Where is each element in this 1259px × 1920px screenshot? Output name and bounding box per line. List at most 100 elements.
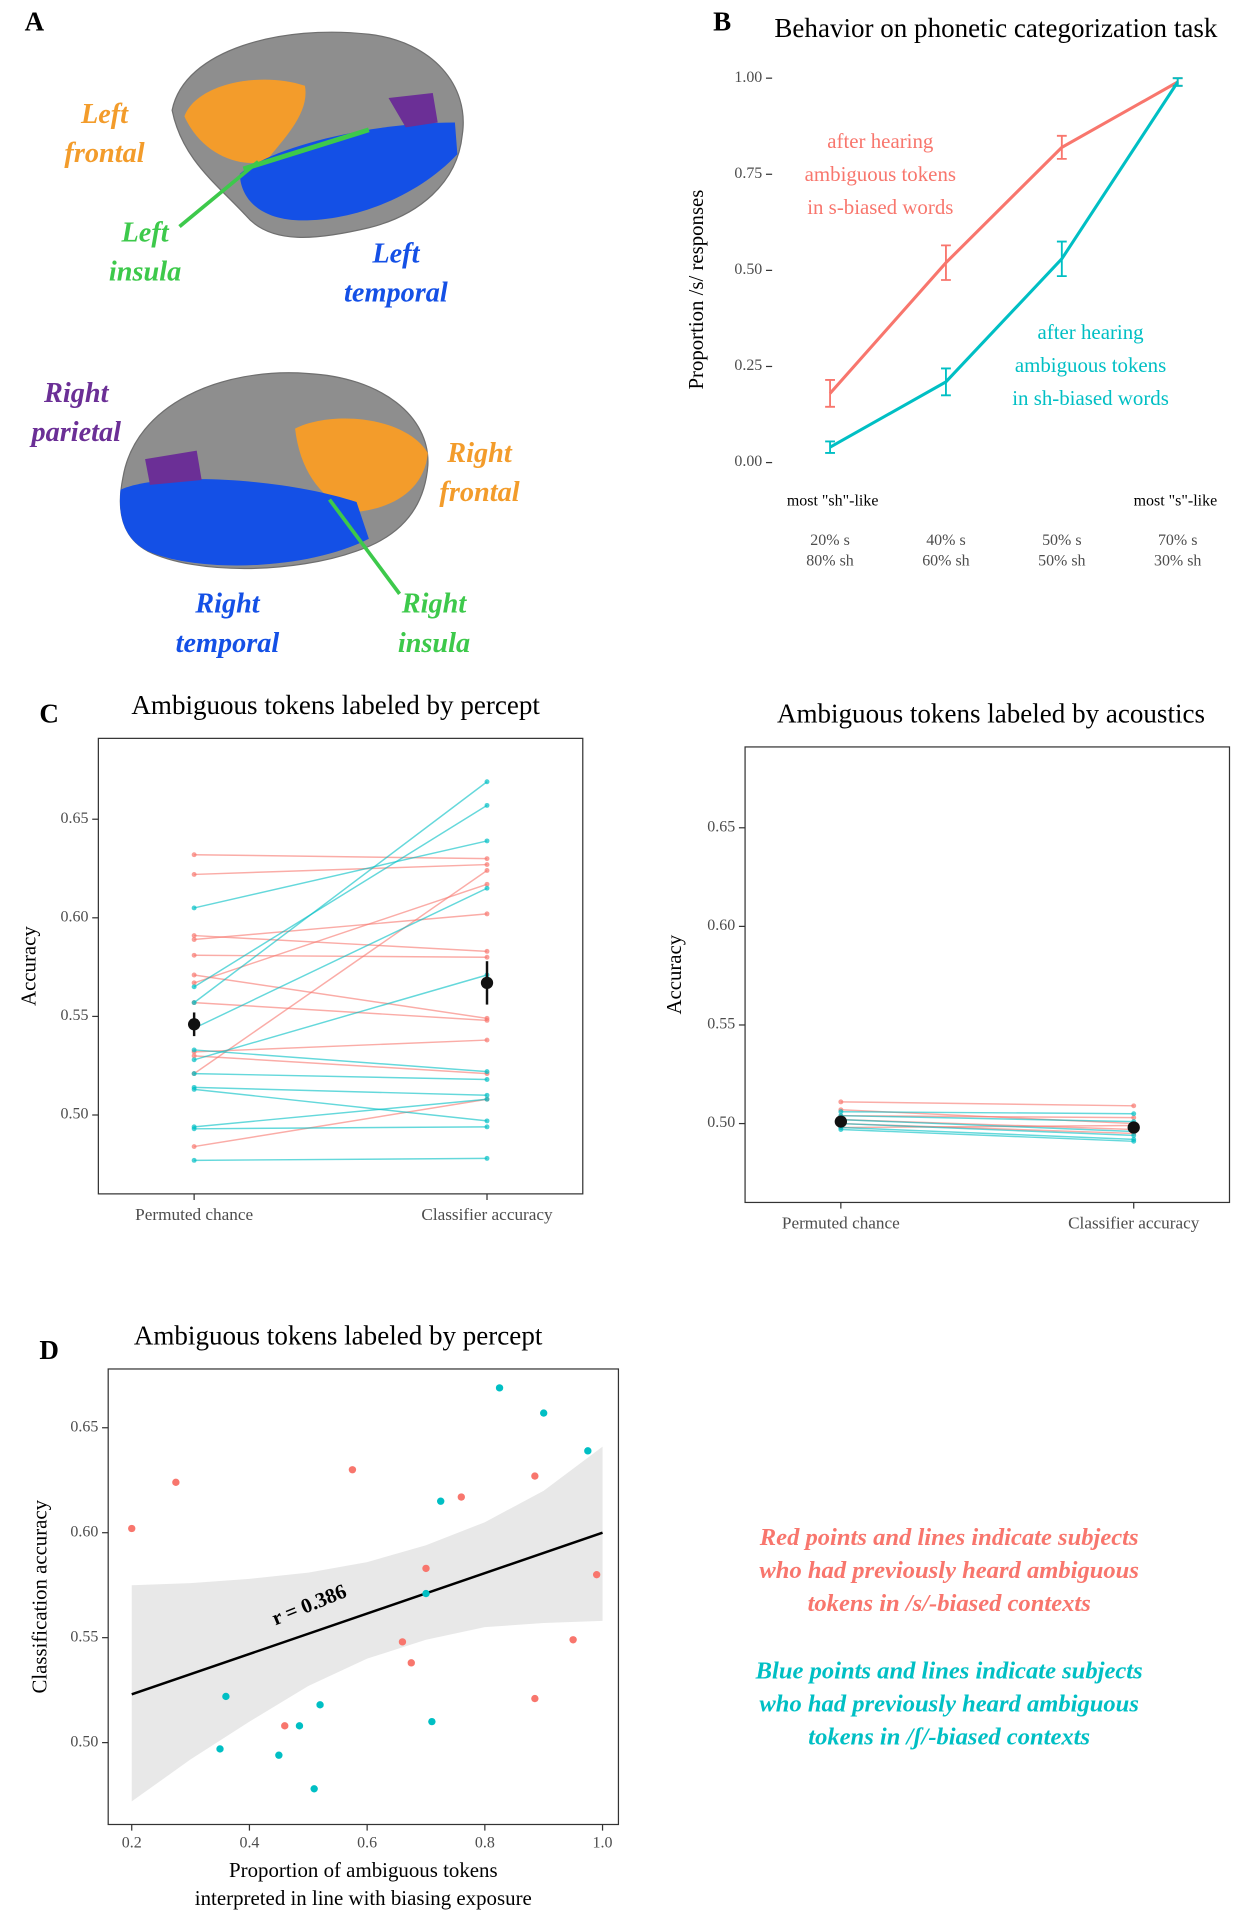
pointer bbox=[178, 160, 260, 228]
legend-note: Red points and lines indicate subjects bbox=[759, 1524, 1139, 1551]
legend-note: Blue points and lines indicate subjects bbox=[755, 1657, 1143, 1684]
mean-point bbox=[187, 1018, 201, 1031]
point bbox=[281, 1722, 289, 1730]
subject-point bbox=[484, 948, 490, 954]
point bbox=[216, 1745, 224, 1753]
y-tick-label: 0.60 bbox=[70, 1523, 98, 1540]
y-tick-label: 0.55 bbox=[61, 1007, 89, 1024]
subject-point bbox=[191, 933, 197, 939]
region-label: parietal bbox=[28, 417, 121, 448]
subject-line bbox=[840, 1122, 1134, 1137]
y-tick-label: 0.00 bbox=[734, 453, 762, 470]
subject-line bbox=[194, 863, 488, 876]
point bbox=[531, 1472, 539, 1480]
subject-line bbox=[194, 1098, 488, 1148]
plot-frame bbox=[744, 746, 1231, 1204]
chart-title: Ambiguous tokens labeled by percept bbox=[131, 690, 540, 720]
region-label: Left bbox=[80, 99, 129, 130]
point bbox=[172, 1478, 180, 1487]
series-label: in sh-biased words bbox=[1012, 386, 1169, 410]
pointer bbox=[328, 498, 402, 595]
point bbox=[295, 1722, 304, 1730]
panel-label: B bbox=[713, 7, 731, 37]
subject-line bbox=[194, 934, 488, 953]
x-tick-label: 70% s bbox=[1158, 532, 1197, 549]
y-tick-label: 0.50 bbox=[734, 261, 762, 278]
panel-label: D bbox=[39, 1335, 59, 1365]
point bbox=[275, 1751, 283, 1759]
point bbox=[422, 1564, 430, 1573]
subject-point bbox=[484, 1069, 490, 1075]
point bbox=[437, 1497, 445, 1505]
series-line bbox=[829, 81, 1179, 449]
subject-line bbox=[840, 1111, 1134, 1115]
subject-line bbox=[194, 1098, 488, 1128]
subject-point bbox=[191, 1126, 197, 1132]
subject-point bbox=[838, 1109, 844, 1115]
subject-line bbox=[193, 840, 488, 909]
subject-line bbox=[840, 1101, 1134, 1107]
region-label: Right bbox=[401, 589, 468, 620]
subject-point bbox=[191, 952, 197, 958]
point bbox=[584, 1447, 592, 1455]
region-label: Right bbox=[446, 438, 513, 469]
subject-point bbox=[1131, 1115, 1137, 1121]
subject-point bbox=[191, 1086, 197, 1092]
subject-point bbox=[484, 1037, 490, 1043]
plot-frame bbox=[107, 1368, 620, 1826]
x-tick-label: 50% sh bbox=[1038, 553, 1085, 570]
subject-point bbox=[191, 1157, 197, 1163]
error-bar bbox=[1172, 77, 1183, 87]
y-axis-label: Classification accuracy bbox=[28, 1499, 52, 1693]
point bbox=[398, 1638, 407, 1646]
region-label: frontal bbox=[64, 138, 144, 169]
subject-line bbox=[194, 1086, 488, 1097]
subject-point bbox=[484, 1077, 490, 1082]
legend-note: tokens in /ʃ/-biased contexts bbox=[808, 1723, 1090, 1750]
y-axis-label: Accuracy bbox=[662, 934, 686, 1014]
y-tick-label: 0.60 bbox=[707, 917, 735, 934]
y-tick-label: 0.50 bbox=[70, 1733, 98, 1750]
error-bar bbox=[825, 379, 835, 408]
y-tick-label: 0.50 bbox=[707, 1114, 735, 1131]
legend-note: tokens in /s/-biased contexts bbox=[808, 1590, 1091, 1617]
x-tick-label: Classifier accuracy bbox=[421, 1205, 553, 1224]
annotation: most "s"-like bbox=[1134, 493, 1218, 510]
point bbox=[495, 1384, 504, 1392]
point bbox=[222, 1692, 230, 1701]
x-tick-label: 1.0 bbox=[593, 1835, 613, 1852]
error-bar bbox=[825, 440, 835, 454]
subject-line bbox=[840, 1114, 1134, 1123]
x-tick-label: 40% s bbox=[926, 532, 965, 549]
y-tick-label: 0.75 bbox=[734, 165, 762, 182]
subject-line bbox=[194, 1049, 488, 1073]
subject-line bbox=[194, 1055, 488, 1075]
confidence-band bbox=[131, 1446, 603, 1802]
x-tick-label: 0.8 bbox=[475, 1835, 495, 1852]
panel-label: A bbox=[25, 7, 45, 37]
region-label: temporal bbox=[344, 278, 448, 309]
annotation: most "sh"-like bbox=[787, 493, 879, 510]
region-label: temporal bbox=[176, 628, 280, 659]
chart-title: Ambiguous tokens labeled by acoustics bbox=[777, 699, 1205, 729]
subject-point bbox=[1131, 1103, 1137, 1109]
subject-point bbox=[838, 1099, 844, 1105]
subject-point bbox=[191, 984, 197, 990]
x-tick-label: 60% sh bbox=[922, 553, 969, 570]
region-label: Left bbox=[371, 238, 420, 269]
chart-title: Ambiguous tokens labeled by percept bbox=[134, 1321, 543, 1351]
point bbox=[428, 1717, 436, 1726]
subject-point bbox=[191, 871, 197, 877]
x-tick-label: 0.2 bbox=[122, 1835, 142, 1852]
subject-point bbox=[484, 802, 490, 808]
subject-line bbox=[193, 974, 488, 1061]
subject-point bbox=[484, 1118, 490, 1124]
point bbox=[569, 1636, 577, 1644]
subject-line bbox=[194, 1126, 488, 1130]
subject-point bbox=[484, 1124, 490, 1130]
y-tick-label: 0.50 bbox=[61, 1106, 89, 1123]
subject-point bbox=[1131, 1111, 1137, 1117]
y-tick-label: 0.60 bbox=[61, 908, 89, 925]
point bbox=[592, 1571, 601, 1579]
